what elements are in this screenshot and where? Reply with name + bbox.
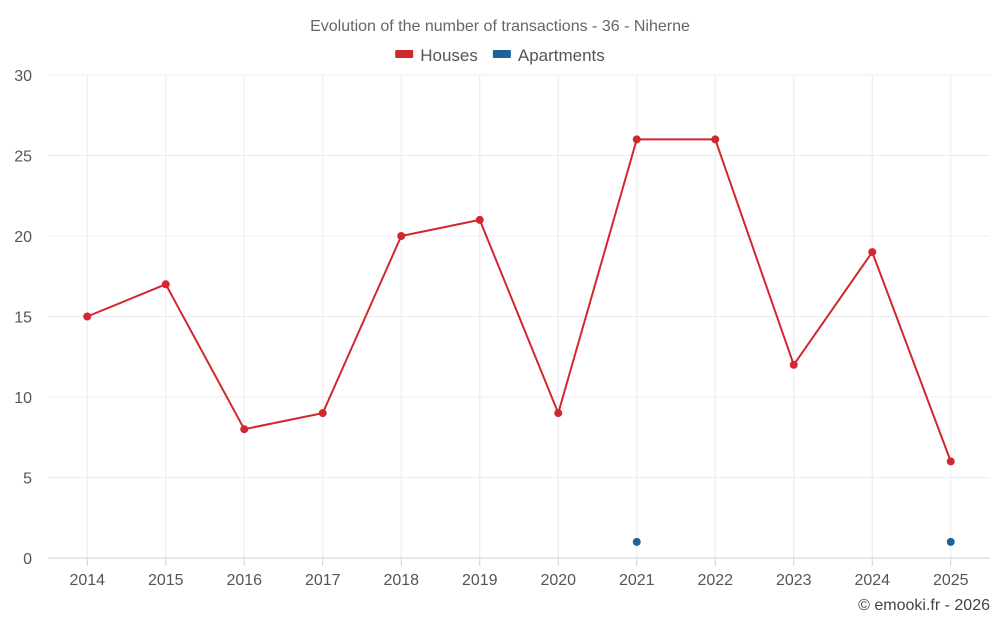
y-axis: 0 5 10 15 20 25 30 bbox=[14, 68, 32, 568]
x-tick-label: 2024 bbox=[854, 572, 890, 589]
data-point[interactable] bbox=[83, 312, 92, 321]
series-layer bbox=[83, 135, 955, 546]
data-point[interactable] bbox=[397, 232, 406, 240]
x-tick-label: 2023 bbox=[776, 572, 812, 589]
series-apartments bbox=[632, 537, 955, 546]
legend-item-apartments[interactable]: Apartments bbox=[492, 46, 605, 65]
data-point[interactable] bbox=[632, 537, 641, 546]
y-tick-label: 20 bbox=[14, 229, 32, 246]
x-tick-label: 2019 bbox=[462, 572, 498, 589]
x-tick-label: 2015 bbox=[148, 572, 184, 589]
data-point[interactable] bbox=[789, 360, 798, 369]
y-tick-label: 10 bbox=[14, 390, 32, 407]
data-point[interactable] bbox=[475, 215, 484, 224]
legend-label: Houses bbox=[420, 46, 478, 65]
y-tick-label: 0 bbox=[23, 551, 32, 568]
x-tick-label: 2017 bbox=[305, 572, 341, 589]
data-point[interactable] bbox=[711, 135, 720, 144]
data-point[interactable] bbox=[946, 537, 955, 546]
data-point[interactable] bbox=[946, 457, 955, 466]
y-tick-label: 5 bbox=[23, 471, 32, 488]
y-tick-label: 30 bbox=[14, 68, 32, 85]
x-tick-label: 2021 bbox=[619, 572, 655, 589]
series-line bbox=[86, 138, 952, 462]
x-tick-label: 2018 bbox=[383, 572, 419, 589]
legend-item-houses[interactable]: Houses bbox=[395, 46, 478, 65]
series-houses bbox=[83, 135, 955, 466]
credit-text: © emooki.fr - 2026 bbox=[858, 597, 990, 614]
data-point[interactable] bbox=[554, 409, 563, 418]
x-tick-label: 2016 bbox=[226, 572, 262, 589]
data-point[interactable] bbox=[161, 280, 170, 289]
data-point[interactable] bbox=[632, 135, 641, 144]
data-point[interactable] bbox=[318, 409, 327, 418]
chart-title: Evolution of the number of transactions … bbox=[310, 18, 690, 35]
legend: Houses Apartments bbox=[395, 46, 605, 65]
y-tick-label: 25 bbox=[14, 149, 32, 166]
legend-swatch bbox=[395, 50, 414, 58]
legend-swatch bbox=[492, 50, 511, 58]
x-axis: 2014 2015 2016 2017 2018 2019 2020 2021 2022 2023… bbox=[48, 557, 990, 589]
x-tick-label: 2020 bbox=[540, 572, 576, 589]
grid bbox=[48, 74, 990, 559]
x-tick-label: 2025 bbox=[933, 572, 969, 589]
y-tick-label: 15 bbox=[14, 310, 32, 327]
x-tick-label: 2022 bbox=[697, 572, 733, 589]
legend-label: Apartments bbox=[518, 46, 605, 65]
data-point[interactable] bbox=[240, 425, 249, 434]
x-tick-label: 2014 bbox=[69, 572, 105, 589]
data-point[interactable] bbox=[868, 248, 877, 257]
